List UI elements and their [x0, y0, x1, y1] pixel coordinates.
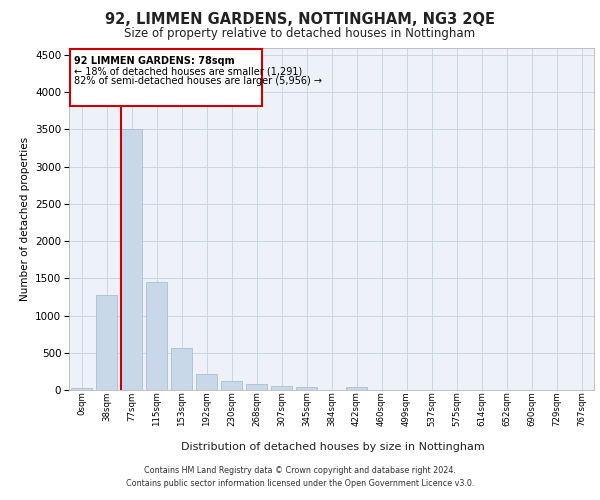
Bar: [71, 388, 92, 390]
Bar: [70, 49, 262, 106]
Text: Contains HM Land Registry data © Crown copyright and database right 2024.
Contai: Contains HM Land Registry data © Crown c…: [126, 466, 474, 487]
Bar: [196, 374, 217, 390]
Text: Size of property relative to detached houses in Nottingham: Size of property relative to detached ho…: [124, 28, 476, 40]
Text: 82% of semi-detached houses are larger (5,956) →: 82% of semi-detached houses are larger (…: [74, 76, 322, 86]
Bar: [296, 387, 317, 390]
Text: ← 18% of detached houses are smaller (1,291): ← 18% of detached houses are smaller (1,…: [74, 66, 302, 76]
Bar: [221, 382, 242, 390]
Bar: [146, 282, 167, 390]
Text: 92 LIMMEN GARDENS: 78sqm: 92 LIMMEN GARDENS: 78sqm: [74, 56, 235, 66]
Bar: [246, 384, 267, 390]
Bar: [346, 388, 367, 390]
Y-axis label: Number of detached properties: Number of detached properties: [20, 136, 29, 301]
Bar: [171, 348, 192, 390]
Text: 92, LIMMEN GARDENS, NOTTINGHAM, NG3 2QE: 92, LIMMEN GARDENS, NOTTINGHAM, NG3 2QE: [105, 12, 495, 28]
Text: Distribution of detached houses by size in Nottingham: Distribution of detached houses by size …: [181, 442, 485, 452]
Bar: [271, 386, 292, 390]
Bar: [96, 296, 117, 390]
Bar: [121, 130, 142, 390]
